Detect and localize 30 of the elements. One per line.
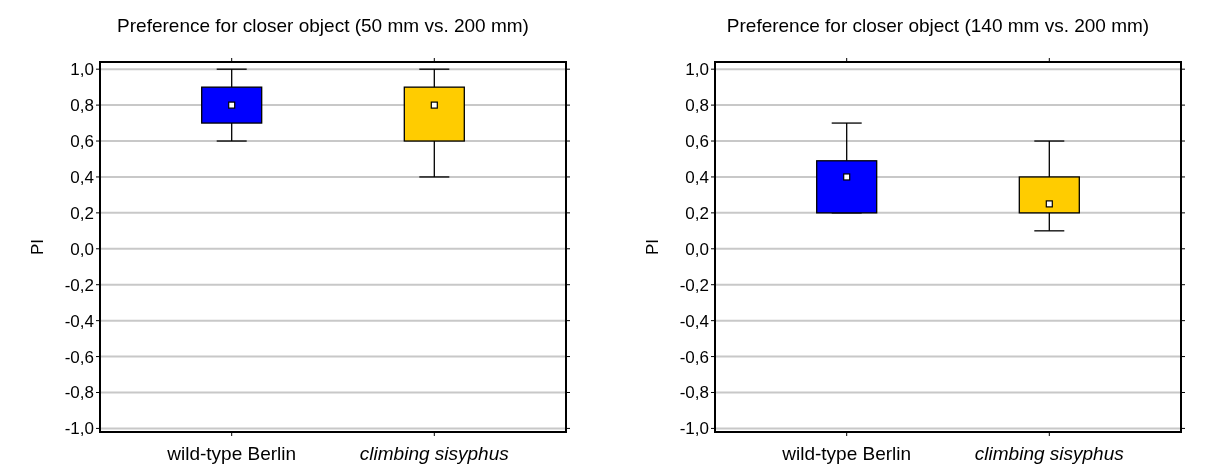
y-tick-label: -0,4 — [64, 311, 94, 331]
y-tick-label: 0,4 — [685, 167, 709, 187]
y-tick-label: -0,2 — [679, 275, 709, 295]
y-tick-label: 0,8 — [685, 96, 709, 116]
y-tick-label: 0,4 — [70, 167, 94, 187]
y-tick-label: -0,8 — [679, 383, 709, 403]
y-tick-label: 1,0 — [70, 60, 94, 80]
y-tick-label: -0,6 — [679, 347, 709, 367]
x-tick-label: wild-type Berlin — [781, 443, 912, 464]
chart-title: Preference for closer object (140 mm vs. 200 mm) — [726, 15, 1150, 36]
y-tick-label: 0,6 — [70, 131, 94, 151]
y-tick-label: 0,0 — [685, 239, 709, 259]
y-tick-label: -1,0 — [64, 419, 94, 439]
y-axis-title: PI — [643, 238, 662, 256]
y-tick-label: 0,2 — [70, 203, 94, 223]
y-tick-label: 0,8 — [70, 96, 94, 116]
y-tick-label: -0,6 — [64, 347, 94, 367]
y-tick-label: 0,6 — [685, 131, 709, 151]
x-tick-label: climbing sisyphus — [974, 443, 1125, 464]
x-tick-label: climbing sisyphus — [359, 443, 510, 464]
x-tick-label: wild-type Berlin — [166, 443, 297, 464]
y-tick-label: -1,0 — [679, 419, 709, 439]
y-axis-title: PI — [28, 238, 47, 256]
chart-title: Preference for closer object (50 mm vs. 200 mm) — [117, 15, 529, 36]
y-tick-label: -0,8 — [64, 383, 94, 403]
y-tick-label: 0,2 — [685, 203, 709, 223]
y-tick-label: 0,0 — [70, 239, 94, 259]
y-tick-label: -0,2 — [64, 275, 94, 295]
y-tick-label: 1,0 — [685, 60, 709, 80]
y-tick-label: -0,4 — [679, 311, 709, 331]
